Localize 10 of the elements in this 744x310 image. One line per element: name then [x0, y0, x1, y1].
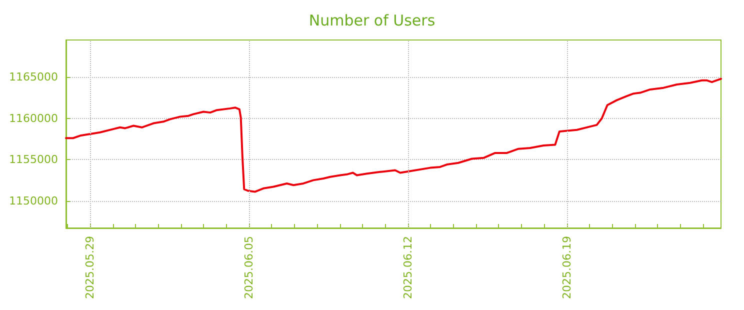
y-tick-label: 1150000 — [9, 194, 58, 208]
x-tick-label: 2025.05.29 — [84, 236, 97, 299]
line-series — [65, 78, 722, 193]
x-tick-label: 2025.06.19 — [560, 236, 574, 299]
y-tick-label: 1155000 — [9, 153, 58, 166]
y-tick-label: 1165000 — [9, 70, 58, 84]
y-tick-label: 1160000 — [9, 112, 58, 125]
chart-title: Number of Users — [308, 12, 436, 30]
x-tick-label: 2025.06.12 — [401, 236, 414, 299]
x-tick-label: 2025.06.05 — [242, 236, 256, 299]
